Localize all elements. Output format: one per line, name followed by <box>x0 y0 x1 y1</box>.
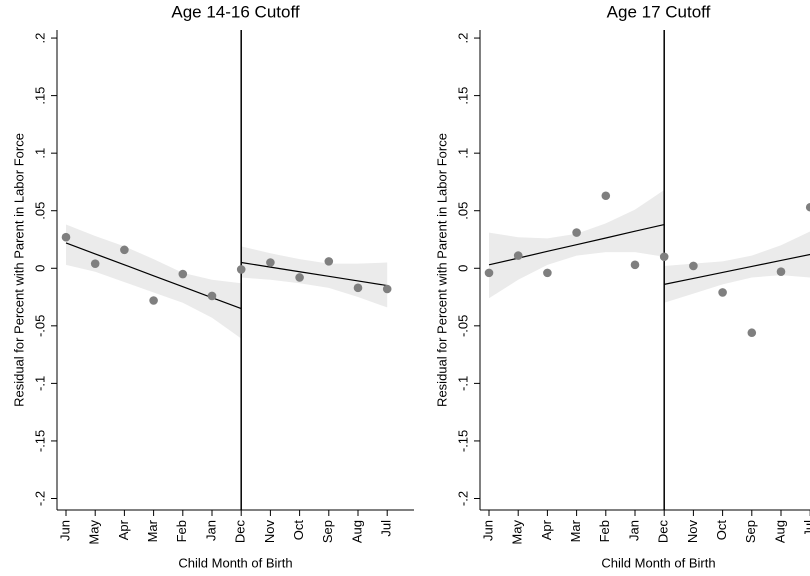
y-axis-label: Residual for Percent with Parent in Labo… <box>434 133 449 407</box>
y-tick-label: .2 <box>455 33 470 44</box>
y-tick-label: .15 <box>455 87 470 105</box>
x-tick-label: Apr <box>116 519 131 540</box>
data-point <box>324 257 334 266</box>
x-tick-label: Jul <box>802 520 810 537</box>
x-tick-label: Apr <box>539 519 554 540</box>
data-point <box>353 283 363 293</box>
data-point <box>747 328 757 338</box>
x-tick-label: Jun <box>480 520 495 541</box>
y-tick-label: .1 <box>32 148 47 159</box>
y-tick-label: -.05 <box>455 315 470 337</box>
confidence-band <box>664 231 810 303</box>
data-point <box>207 291 217 301</box>
y-tick-label: -.2 <box>455 491 470 506</box>
x-tick-label: Jan <box>203 520 218 541</box>
data-point <box>149 296 158 305</box>
x-tick-label: Jul <box>379 520 394 537</box>
data-point <box>572 228 581 237</box>
x-axis-label: Child Month of Birth <box>601 555 715 570</box>
x-tick-label: Mar <box>568 519 583 542</box>
x-tick-label: Jun <box>57 520 72 541</box>
data-point <box>266 258 275 267</box>
data-point <box>61 232 71 242</box>
x-tick-label: May <box>87 520 102 545</box>
fit-line <box>241 261 388 287</box>
y-tick-label: .2 <box>32 33 47 44</box>
y-tick-label: 0 <box>455 265 470 272</box>
x-tick-label: Sep <box>743 520 758 543</box>
y-tick-label: .05 <box>455 202 470 220</box>
data-point <box>718 288 727 297</box>
data-point <box>513 251 523 260</box>
x-tick-label: Nov <box>262 520 277 544</box>
data-point <box>295 273 304 282</box>
x-tick-label: Aug <box>349 520 364 543</box>
y-tick-label: -.15 <box>455 430 470 452</box>
x-tick-label: Mar <box>145 519 160 542</box>
y-tick-label: -.1 <box>455 376 470 391</box>
data-point <box>236 265 246 274</box>
x-tick-label: Nov <box>685 520 700 544</box>
data-point <box>382 284 392 294</box>
data-point <box>776 267 786 277</box>
data-point <box>484 268 494 278</box>
fit-line <box>664 253 810 285</box>
data-point <box>630 260 640 270</box>
y-tick-label: .05 <box>32 202 47 220</box>
y-tick-label: -.15 <box>32 430 47 452</box>
x-tick-label: Feb <box>174 520 189 542</box>
x-tick-label: May <box>510 520 525 545</box>
chart-title: Age 17 Cutoff <box>607 2 711 21</box>
chart-title: Age 14-16 Cutoff <box>171 2 299 21</box>
data-point <box>659 252 669 262</box>
data-point <box>689 261 698 271</box>
data-point <box>805 202 810 212</box>
y-tick-label: .1 <box>455 148 470 159</box>
x-tick-label: Dec <box>656 520 671 544</box>
x-tick-label: Aug <box>772 520 787 543</box>
y-tick-label: -.05 <box>32 315 47 337</box>
confidence-band <box>66 224 242 339</box>
x-tick-label: Feb <box>597 520 612 542</box>
y-axis-label: Residual for Percent with Parent in Labo… <box>11 133 26 407</box>
data-point <box>120 245 129 255</box>
y-tick-label: 0 <box>32 265 47 272</box>
x-tick-label: Oct <box>291 520 306 541</box>
data-point <box>601 191 611 201</box>
x-axis-label: Child Month of Birth <box>178 555 292 570</box>
x-tick-label: Sep <box>320 520 335 543</box>
y-tick-label: -.2 <box>32 491 47 506</box>
y-tick-label: .15 <box>32 87 47 105</box>
confidence-band <box>241 246 388 308</box>
x-tick-label: Jan <box>626 520 641 541</box>
data-point <box>178 269 188 279</box>
y-tick-label: -.1 <box>32 376 47 391</box>
data-point <box>543 268 552 278</box>
data-point <box>90 259 100 268</box>
x-tick-label: Dec <box>233 520 248 544</box>
x-tick-label: Oct <box>714 520 729 541</box>
